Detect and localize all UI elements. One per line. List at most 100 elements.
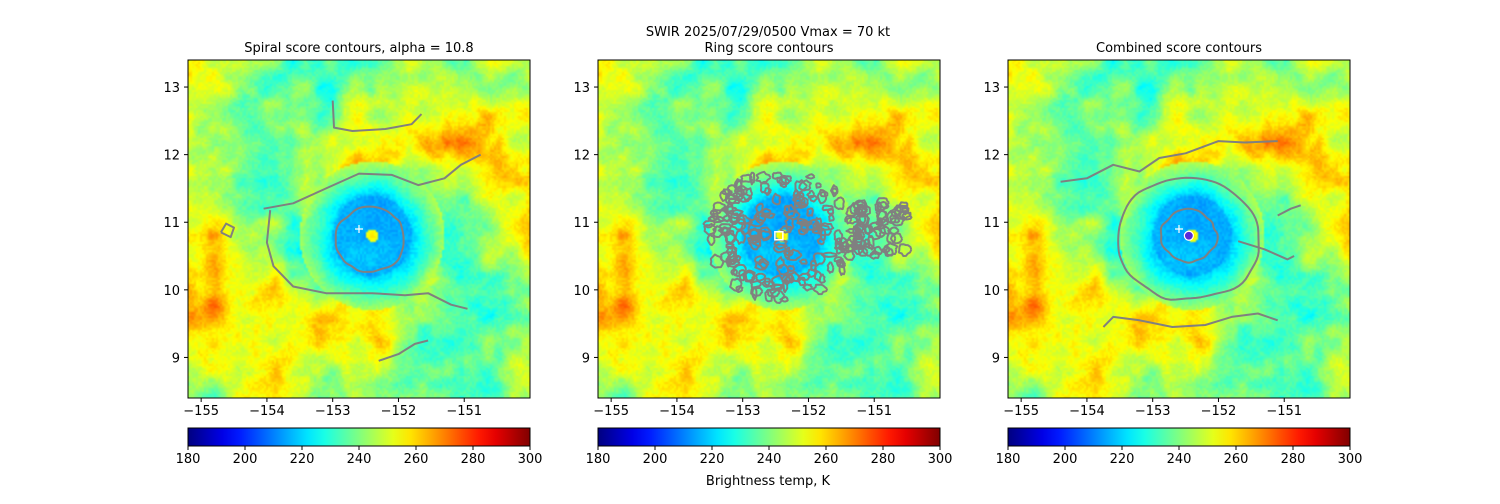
score-contours bbox=[220, 100, 482, 362]
colorbar-tick-label: 300 bbox=[928, 452, 953, 467]
ring-contour bbox=[759, 226, 772, 241]
x-tick-label: −155 bbox=[1003, 404, 1039, 419]
figure-suptitle: SWIR 2025/07/29/0500 Vmax = 70 kt bbox=[646, 25, 890, 40]
y-tick-label: 9 bbox=[172, 351, 180, 366]
score-contour-line bbox=[378, 339, 429, 362]
ring-contour bbox=[772, 243, 787, 254]
combined-center-marker bbox=[1183, 230, 1194, 241]
ring-contour bbox=[779, 175, 792, 185]
panel-title: Combined score contours bbox=[1096, 41, 1262, 56]
ring-contour bbox=[875, 197, 890, 209]
ring-contour bbox=[815, 182, 822, 189]
ring-contour bbox=[882, 242, 899, 257]
ring-contour bbox=[724, 229, 737, 244]
ring-contour bbox=[838, 261, 846, 276]
x-tick-label: −154 bbox=[659, 404, 695, 419]
x-tick-label: −154 bbox=[249, 404, 285, 419]
ring-contour bbox=[799, 258, 808, 265]
y-tick-label: 12 bbox=[163, 149, 180, 164]
ring-contour bbox=[725, 255, 733, 268]
x-tick-label: −152 bbox=[1201, 404, 1237, 419]
ring-contour bbox=[773, 238, 788, 250]
ring-contour bbox=[749, 280, 762, 289]
ring-contour bbox=[709, 209, 718, 216]
colorbar-tick-label: 180 bbox=[586, 452, 611, 467]
ring-contour bbox=[812, 252, 826, 267]
colorbar-tick-label: 240 bbox=[1167, 452, 1192, 467]
ring-contour bbox=[707, 215, 719, 223]
y-tick-label: 13 bbox=[573, 81, 590, 96]
y-tick-label: 10 bbox=[983, 284, 1000, 299]
ring-contour bbox=[845, 215, 860, 225]
ring-contour bbox=[742, 271, 756, 282]
ring-contour bbox=[844, 215, 853, 225]
colorbar bbox=[187, 427, 531, 447]
ring-contour bbox=[735, 192, 753, 203]
ring-contour bbox=[816, 189, 828, 205]
y-tick-label: 10 bbox=[573, 284, 590, 299]
ring-contour bbox=[798, 179, 812, 192]
y-tick-label: 11 bbox=[983, 216, 1000, 231]
score-contour-line bbox=[1277, 204, 1302, 217]
ring-contour bbox=[731, 218, 747, 231]
ring-contour bbox=[802, 283, 814, 292]
colorbar-tick-label: 260 bbox=[1224, 452, 1249, 467]
ring-contour bbox=[783, 249, 794, 257]
ring-contour bbox=[805, 173, 816, 180]
score-contours bbox=[702, 170, 913, 304]
ring-contour bbox=[817, 224, 833, 237]
ring-contour bbox=[734, 254, 742, 262]
ring-contour bbox=[809, 195, 819, 203]
y-tick-label: 13 bbox=[163, 81, 180, 96]
colorbar-tick-label: 280 bbox=[871, 452, 896, 467]
ring-contour bbox=[749, 217, 765, 228]
x-tick-label: −155 bbox=[183, 404, 219, 419]
colorbar-tick-label: 280 bbox=[1281, 452, 1306, 467]
ring-contour bbox=[849, 240, 863, 250]
ring-contour bbox=[872, 223, 887, 238]
colorbar-tick-label: 180 bbox=[176, 452, 201, 467]
ring-contour bbox=[898, 201, 909, 210]
score-contour-line bbox=[331, 100, 423, 132]
ring-contour bbox=[889, 214, 901, 224]
ring-contour bbox=[755, 202, 764, 214]
ring-contour bbox=[709, 253, 725, 269]
score-contour-line bbox=[1237, 240, 1295, 261]
axes-frame bbox=[597, 59, 941, 399]
ring-contour bbox=[806, 189, 815, 199]
ring-contour bbox=[749, 171, 756, 186]
x-tick-label: −153 bbox=[315, 404, 351, 419]
ring-contour bbox=[750, 286, 764, 297]
panel-title: Ring score contours bbox=[704, 41, 833, 56]
ring-contour bbox=[833, 229, 844, 243]
ring-contour bbox=[719, 189, 728, 202]
ring-contour bbox=[791, 193, 806, 207]
chart-panel-2: Ring score contours −155 −154 −153 −152 −151 9… bbox=[573, 41, 952, 467]
ring-contour bbox=[735, 186, 746, 201]
x-tick-label: −151 bbox=[856, 404, 892, 419]
score-contours bbox=[1060, 140, 1302, 328]
ring-contour bbox=[804, 218, 821, 231]
score-contour-line bbox=[1102, 312, 1279, 328]
ring-contour bbox=[730, 268, 738, 276]
panel-title: Spiral score contours, alpha = 10.8 bbox=[244, 41, 473, 56]
ring-contour bbox=[868, 221, 884, 231]
ring-contour bbox=[763, 277, 771, 287]
ring-contour bbox=[875, 209, 888, 220]
colorbar-tick-label: 220 bbox=[290, 452, 315, 467]
ring-contour bbox=[889, 232, 904, 245]
x-tick-label: −151 bbox=[1266, 404, 1302, 419]
ring-contour bbox=[735, 285, 744, 293]
panels: Spiral score contours, alpha = 10.8 −155 −… bbox=[163, 41, 1362, 467]
ring-contour bbox=[779, 295, 789, 303]
score-contour-line bbox=[1060, 140, 1278, 183]
ring-contour bbox=[812, 283, 829, 296]
ring-contour bbox=[831, 187, 839, 195]
y-tick-label: 9 bbox=[582, 351, 590, 366]
ring-contour bbox=[702, 219, 716, 229]
ring-contour bbox=[853, 199, 868, 211]
ring-contour bbox=[826, 261, 835, 274]
ring-contour bbox=[889, 208, 902, 218]
ring-contour bbox=[849, 202, 861, 215]
